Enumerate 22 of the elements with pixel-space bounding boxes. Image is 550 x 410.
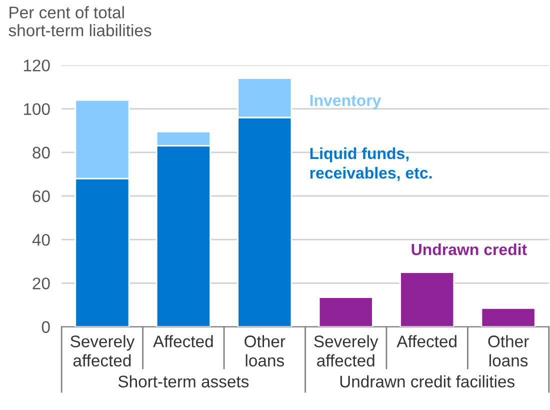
series-label: Inventory xyxy=(310,94,382,110)
x-tick-label: Other loans xyxy=(488,335,529,367)
x-tick-label: Severely affected xyxy=(70,335,135,367)
y-tick-label: 40 xyxy=(32,234,50,246)
text: Short-term assets xyxy=(118,375,249,388)
bar xyxy=(480,308,536,327)
y-tick-label: 100 xyxy=(24,103,50,115)
x-tick-label: Severely affected xyxy=(314,335,378,367)
y-tick-label: 120 xyxy=(24,60,50,72)
y-tick-label: 20 xyxy=(32,278,50,290)
y-tick-label: 60 xyxy=(32,190,50,202)
x-tick-label: Other loans xyxy=(244,335,286,367)
y-tick-label: 80 xyxy=(32,146,50,159)
text: Undrawn credit facilities xyxy=(340,375,514,388)
y-tick-label: 0 xyxy=(42,321,50,333)
x-tick-label: Affected xyxy=(153,335,213,348)
series-label: Liquid funds, receivables, etc. xyxy=(310,147,432,181)
bar xyxy=(400,272,455,327)
bar xyxy=(318,296,374,327)
y-axis-title: Per cent of total short-term liabilities xyxy=(8,6,152,36)
x-tick-label: Affected xyxy=(396,335,456,348)
series-label: Undrawn credit xyxy=(412,243,527,256)
